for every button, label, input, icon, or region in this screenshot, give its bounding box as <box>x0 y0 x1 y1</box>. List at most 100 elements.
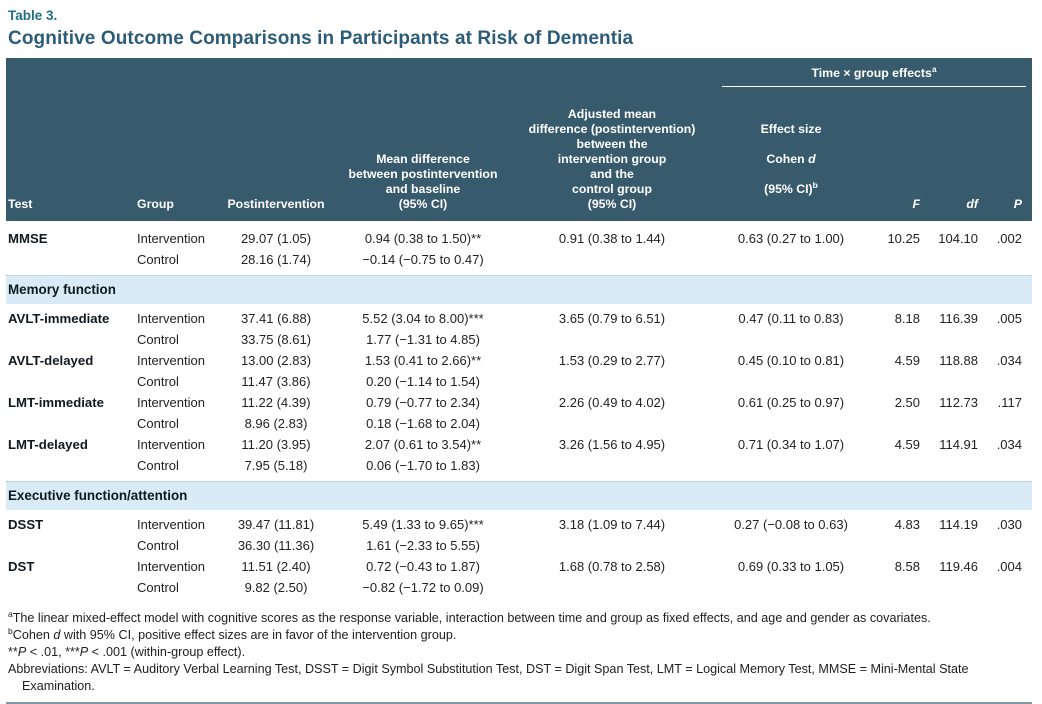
col-header-time-group-effects: Time × group effectsa <box>722 63 1026 87</box>
cell-f <box>872 371 926 392</box>
cell-f <box>872 535 926 556</box>
cell-postintervention: 9.82 (2.50) <box>244 580 308 595</box>
table-label: Table 3. <box>8 8 58 23</box>
cell-group: Control <box>137 252 179 267</box>
cell-postintervention: 36.30 (11.36) <box>237 538 315 553</box>
cell-postintervention: 39.47 (11.81) <box>237 517 315 532</box>
cell-p: .002 <box>996 231 1022 246</box>
col-header-mean-difference: Mean difference between postintervention… <box>348 152 498 211</box>
cell-mean-difference: 0.72 (−0.43 to 1.87) <box>366 559 480 574</box>
table-row: DSST Intervention 39.47 (11.81) 5.49 (1.… <box>6 514 1032 535</box>
cell-df: 116.39 <box>939 311 978 326</box>
cell-adjusted-difference <box>514 535 710 556</box>
table-row: Control 36.30 (11.36) 1.61 (−2.33 to 5.5… <box>6 535 1032 556</box>
effect-size-line3: (95% CI)b <box>764 179 818 196</box>
cell-mean-difference: 5.52 (3.04 to 8.00)*** <box>362 311 484 326</box>
cell-mean-difference: 0.79 (−0.77 to 2.34) <box>366 395 480 410</box>
spanner-footnote-marker: a <box>931 63 937 74</box>
table-row: Control 33.75 (8.61) 1.77 (−1.31 to 4.85… <box>6 329 1032 350</box>
cell-p <box>984 535 1028 556</box>
cell-adjusted-difference: 1.68 (0.78 to 2.58) <box>558 559 666 574</box>
cell-mean-difference: 0.06 (−1.70 to 1.83) <box>366 458 480 473</box>
cell-test: LMT-delayed <box>8 437 88 452</box>
cell-f: 4.83 <box>894 517 920 532</box>
table-row: DST Intervention 11.51 (2.40) 0.72 (−0.4… <box>6 556 1032 577</box>
cell-mean-difference: 2.07 (0.61 to 3.54)** <box>364 437 482 452</box>
cell-df <box>926 371 984 392</box>
effect-size-line2: Cohen d <box>766 152 816 166</box>
cell-test: LMT-immediate <box>8 395 104 410</box>
cell-test: AVLT-delayed <box>8 353 94 368</box>
cell-mean-difference: 1.77 (−1.31 to 4.85) <box>366 332 480 347</box>
col-header-df: df <box>966 197 978 211</box>
cell-postintervention: 11.20 (3.95) <box>241 437 311 452</box>
table-row: LMT-immediate Intervention 11.22 (4.39) … <box>6 392 1032 413</box>
cell-adjusted-difference: 3.65 (0.79 to 6.51) <box>558 311 666 326</box>
cell-group: Control <box>137 374 179 389</box>
cell-postintervention: 11.22 (4.39) <box>241 395 311 410</box>
table-row: MMSE Intervention 29.07 (1.05) 0.94 (0.3… <box>6 228 1032 249</box>
footnote-a: aThe linear mixed-effect model with cogn… <box>8 608 931 625</box>
cell-df <box>926 329 984 350</box>
col-header-postintervention: Postintervention <box>227 197 325 211</box>
cell-postintervention: 11.51 (2.40) <box>241 559 311 574</box>
cell-adjusted-difference: 0.91 (0.38 to 1.44) <box>558 231 666 246</box>
cell-df: 118.88 <box>939 353 978 368</box>
footnote-b: bCohen d with 95% CI, positive effect si… <box>8 625 457 642</box>
cohen-d-italic: d <box>808 152 816 166</box>
cell-f: 4.59 <box>894 437 920 452</box>
page-title: Cognitive Outcome Comparisons in Partici… <box>8 28 634 49</box>
cell-effect-size <box>710 249 872 270</box>
footnote-abbreviations: Abbreviations: AVLT = Auditory Verbal Le… <box>8 662 969 693</box>
effect-size-line1: Effect size <box>760 122 822 136</box>
cell-mean-difference: 0.94 (0.38 to 1.50)** <box>364 231 482 246</box>
cell-postintervention: 29.07 (1.05) <box>240 231 312 246</box>
cell-adjusted-difference <box>514 249 710 270</box>
cell-p <box>984 455 1028 476</box>
cell-mean-difference: 0.18 (−1.68 to 2.04) <box>366 416 480 431</box>
cell-adjusted-difference: 1.53 (0.29 to 2.77) <box>558 353 666 368</box>
cell-effect-size: 0.63 (0.27 to 1.00) <box>737 231 845 246</box>
col-header-adjusted-difference: Adjusted mean difference (postinterventi… <box>528 107 696 211</box>
table-row: Control 7.95 (5.18) 0.06 (−1.70 to 1.83) <box>6 455 1032 476</box>
table-footnotes: aThe linear mixed-effect model with cogn… <box>6 610 1032 695</box>
col-header-effect-size: Effect size Cohen d (95% CI)b <box>710 107 872 212</box>
cell-test <box>6 413 124 434</box>
table-row: Control 11.47 (3.86) 0.20 (−1.14 to 1.54… <box>6 371 1032 392</box>
cell-group: Intervention <box>137 559 205 574</box>
cell-p <box>984 329 1028 350</box>
cell-p: .030 <box>996 517 1022 532</box>
cell-df: 112.73 <box>939 395 978 410</box>
cell-postintervention: 11.47 (3.86) <box>241 374 311 389</box>
table-header: Test Group Postintervention Mean differe… <box>6 58 1032 221</box>
section-header-executive: Executive function/attention <box>6 481 1032 510</box>
cell-df <box>926 455 984 476</box>
cell-p: .004 <box>996 559 1022 574</box>
cell-test <box>6 455 124 476</box>
cell-p: .117 <box>997 395 1022 410</box>
cell-group: Control <box>137 416 179 431</box>
cell-adjusted-difference <box>514 329 710 350</box>
cell-adjusted-difference: 2.26 (0.49 to 4.02) <box>558 395 666 410</box>
cell-df <box>926 249 984 270</box>
cell-effect-size: 0.45 (0.10 to 0.81) <box>737 353 845 368</box>
table-row: Control 28.16 (1.74) −0.14 (−0.75 to 0.4… <box>6 249 1032 270</box>
cell-group: Control <box>137 332 179 347</box>
cell-effect-size: 0.69 (0.33 to 1.05) <box>737 559 845 574</box>
cell-effect-size: 0.61 (0.25 to 0.97) <box>737 395 845 410</box>
cell-effect-size <box>710 455 872 476</box>
cell-p: .034 <box>996 437 1022 452</box>
footnote-b-marker: b <box>8 625 13 636</box>
col-header-group: Group <box>137 197 174 211</box>
table-row: LMT-delayed Intervention 11.20 (3.95) 2.… <box>6 434 1032 455</box>
cell-test <box>6 371 124 392</box>
cell-mean-difference: −0.14 (−0.75 to 0.47) <box>362 252 484 267</box>
cell-df <box>926 413 984 434</box>
cell-postintervention: 33.75 (8.61) <box>240 332 312 347</box>
cell-mean-difference: 0.20 (−1.14 to 1.54) <box>366 374 480 389</box>
cell-test: DST <box>8 559 35 574</box>
cell-test: DSST <box>8 517 44 532</box>
cell-group: Intervention <box>137 231 205 246</box>
cell-test: MMSE <box>8 231 48 246</box>
cell-f: 10.25 <box>887 231 920 246</box>
